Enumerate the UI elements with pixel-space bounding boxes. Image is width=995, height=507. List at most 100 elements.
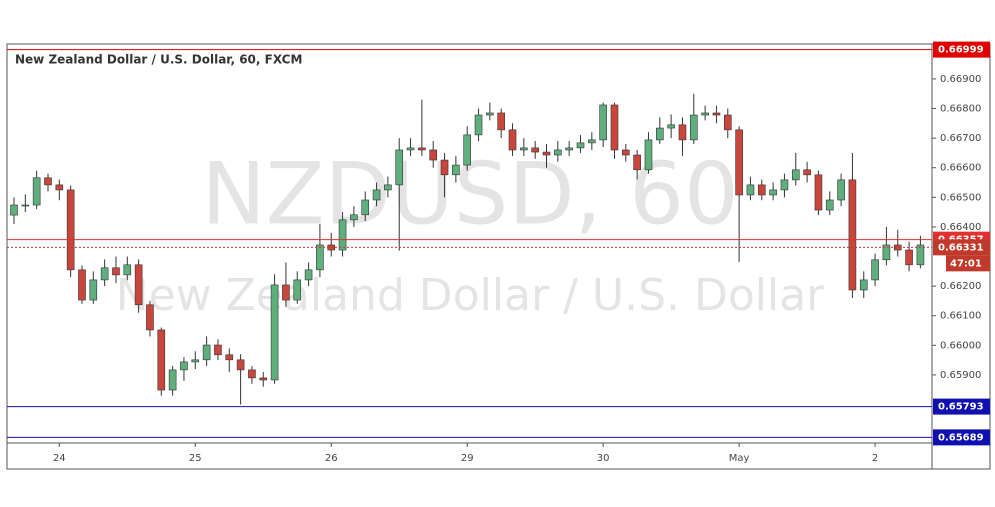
candle-body xyxy=(282,284,290,301)
candle-body xyxy=(202,344,211,361)
candle-body xyxy=(112,267,120,276)
grid xyxy=(932,78,936,376)
candle-body xyxy=(893,244,902,251)
y-tick-label: 0.66800 xyxy=(940,104,981,115)
candle-body xyxy=(418,147,426,151)
y-tick-label: 0.66900 xyxy=(940,74,981,85)
price-label: 0.65793 xyxy=(938,402,984,413)
candle-body xyxy=(463,134,472,166)
watermark: NZDUSD, 60 New Zealand Dollar / U.S. Dol… xyxy=(116,144,826,321)
candle-body xyxy=(780,179,789,191)
candle-body xyxy=(146,304,154,331)
candle-body xyxy=(55,184,64,191)
candle-body xyxy=(678,124,687,141)
candle-body xyxy=(746,184,755,196)
y-tick-label: 0.66400 xyxy=(940,222,981,233)
candle-body xyxy=(871,259,879,281)
candle-body xyxy=(123,264,132,276)
y-tick-label: 0.66700 xyxy=(940,133,981,144)
candle-body xyxy=(622,149,630,156)
candle-body xyxy=(701,112,709,116)
candle-body xyxy=(44,177,52,186)
x-tick-label: 2 xyxy=(872,453,878,464)
candle-body xyxy=(610,104,619,151)
price-label: 0.66331 xyxy=(938,242,984,253)
price-label-bg xyxy=(933,41,990,58)
candle-body xyxy=(588,139,596,144)
price-label-bg xyxy=(933,239,990,256)
candle-body xyxy=(905,249,913,266)
x-tick-label: 25 xyxy=(189,453,202,464)
candle-body xyxy=(100,267,109,281)
candle-body xyxy=(825,199,834,211)
candle-body xyxy=(372,189,381,201)
price-label-bg xyxy=(933,429,990,446)
x-tick-label: 24 xyxy=(53,453,66,464)
x-tick-label: 26 xyxy=(325,453,338,464)
candle-body xyxy=(316,244,324,271)
candle-body xyxy=(304,269,313,281)
candle-body xyxy=(10,204,18,216)
countdown-bg xyxy=(946,255,990,272)
candle-body xyxy=(32,177,41,206)
candle-body xyxy=(395,149,404,186)
candle-body xyxy=(576,142,585,149)
horizontal-lines xyxy=(7,49,932,438)
candle-body xyxy=(440,159,449,176)
x-tick-label: 29 xyxy=(461,453,474,464)
candle-body xyxy=(667,124,675,129)
candle-body xyxy=(508,129,517,151)
candle-body xyxy=(497,112,505,131)
candle-body xyxy=(757,184,766,196)
candle-body xyxy=(361,199,370,216)
candle-body xyxy=(723,114,732,131)
candle-body xyxy=(859,279,868,291)
candle-body xyxy=(712,112,721,116)
price-label: 0.65689 xyxy=(938,432,984,443)
candle-body xyxy=(338,219,347,251)
candle-body xyxy=(89,279,98,301)
candle-body xyxy=(134,264,143,306)
candle-body xyxy=(180,361,188,371)
candle-body xyxy=(689,114,698,141)
candle-body xyxy=(644,139,653,171)
candles xyxy=(10,93,925,405)
candle-body xyxy=(848,179,857,291)
candle-body xyxy=(633,154,641,171)
candle-body xyxy=(293,279,302,301)
y-tick-label: 0.66100 xyxy=(940,311,981,322)
y-tick-label: 0.65900 xyxy=(940,370,981,381)
candle-body xyxy=(791,169,800,181)
candle-body xyxy=(248,369,256,379)
candle-body xyxy=(542,151,551,156)
candle-body xyxy=(66,189,75,271)
y-tick-label: 0.66500 xyxy=(940,192,981,203)
candle-body xyxy=(168,369,177,391)
candle-body xyxy=(769,189,777,196)
candle-body xyxy=(837,179,845,201)
y-tick-label: 0.66600 xyxy=(940,163,981,174)
candle-body xyxy=(191,359,200,363)
y-tick-label: 0.66200 xyxy=(940,281,981,292)
candle-body xyxy=(554,149,562,156)
candle-body xyxy=(599,104,607,141)
candle-body xyxy=(916,244,925,266)
y-tick-label: 0.66000 xyxy=(940,340,981,351)
candle-body xyxy=(350,214,358,221)
candle-body xyxy=(259,377,268,381)
chart-title: New Zealand Dollar / U.S. Dollar, 60, FX… xyxy=(15,53,302,67)
price-label-bg xyxy=(933,398,990,415)
candle-body xyxy=(474,114,483,136)
candle-body xyxy=(814,174,823,211)
candle-body xyxy=(429,149,438,161)
candle-body xyxy=(486,112,494,116)
candle-body xyxy=(565,147,573,151)
price-label: 0.66999 xyxy=(938,45,984,56)
candle-body xyxy=(406,147,415,151)
candle-body xyxy=(735,129,743,196)
candle-body xyxy=(656,127,664,141)
x-tick-label: 30 xyxy=(597,453,610,464)
candle-body xyxy=(520,147,528,151)
candle-body xyxy=(21,204,30,207)
